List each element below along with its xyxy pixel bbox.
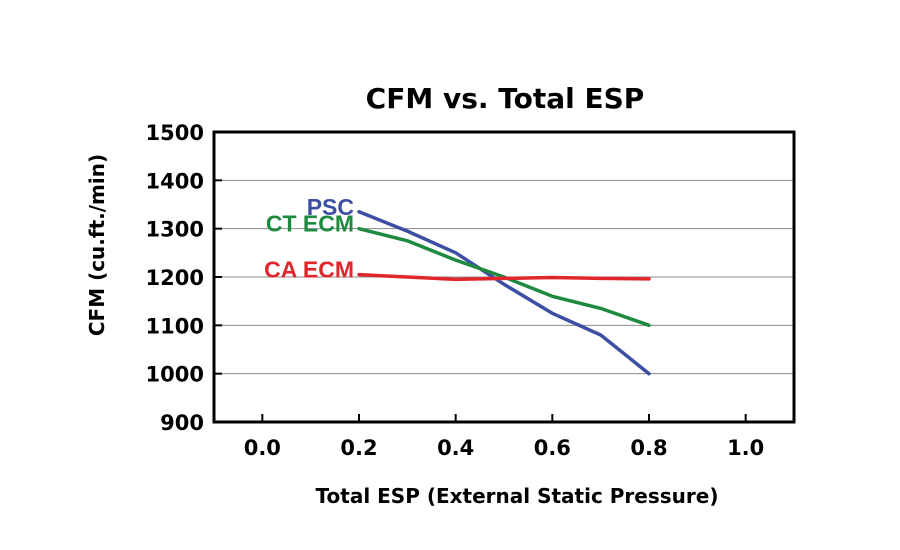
y-tick-label: 1400 [146,169,204,193]
series-label-ca-ecm: CA ECM [264,257,354,283]
x-tick-label: 0.8 [630,436,667,460]
y-tick-label: 1300 [146,218,204,242]
series-label-psc: PSC [307,194,354,220]
y-axis-label: CFM (cu.ft./min) [85,154,109,336]
y-tick-label: 1000 [146,363,204,387]
x-tick-label: 0.6 [534,436,571,460]
series-label-ct-ecm: CT ECM [266,211,354,237]
series-line-psc [357,210,651,376]
x-tick-label: 0.2 [340,436,377,460]
chart-title: CFM vs. Total ESP [366,82,645,115]
y-tick-label: 1500 [146,121,204,145]
x-tick-label: 1.0 [727,436,764,460]
y-tick-label: 1200 [146,266,204,290]
series-line-ca-ecm [357,272,651,282]
y-tick-label: 1100 [146,314,204,338]
y-tick-label: 900 [160,411,204,435]
x-tick-label: 0.4 [437,436,474,460]
x-axis-label: Total ESP (External Static Pressure) [316,484,719,508]
tick-layer: 900 1000 1100 1200 1300 1400 1500 0.0 0.2 0.4 0.6 0… [146,121,765,460]
x-tick-label: 0.0 [244,436,281,460]
